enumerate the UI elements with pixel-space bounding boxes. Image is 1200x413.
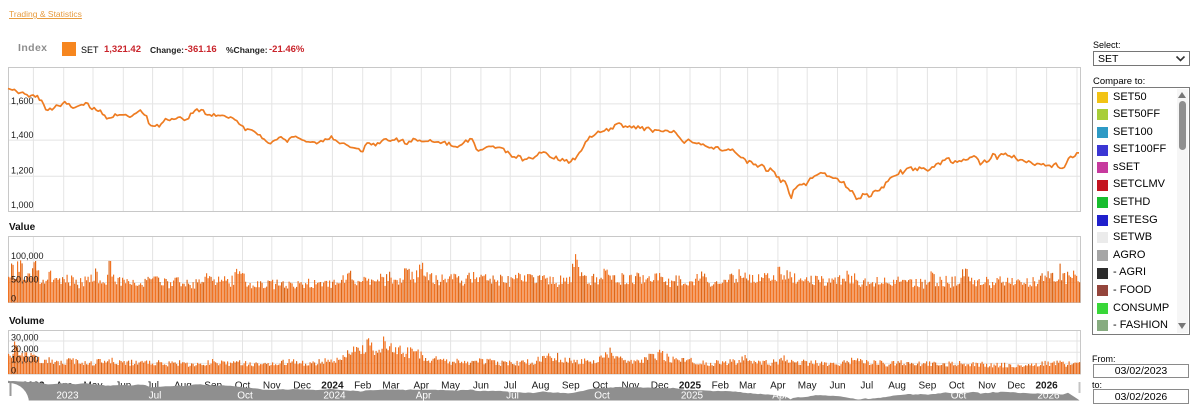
svg-text:Mar: Mar <box>739 381 757 392</box>
svg-text:Oct: Oct <box>235 381 251 392</box>
svg-text:May: May <box>441 381 460 392</box>
svg-text:May: May <box>798 381 817 392</box>
svg-text:Jun: Jun <box>473 381 489 392</box>
svg-text:2026: 2026 <box>1035 381 1058 392</box>
svg-text:Aug: Aug <box>532 381 550 392</box>
svg-text:10,000: 10,000 <box>11 355 39 365</box>
svg-text:Nov: Nov <box>263 381 281 392</box>
svg-text:1,400: 1,400 <box>11 130 34 140</box>
svg-text:0: 0 <box>11 366 16 376</box>
svg-text:Apr: Apr <box>414 381 430 392</box>
svg-text:30,000: 30,000 <box>11 333 39 343</box>
svg-text:Dec: Dec <box>293 381 311 392</box>
svg-text:1,600: 1,600 <box>11 96 34 106</box>
svg-text:Jun: Jun <box>829 381 845 392</box>
svg-text:2024: 2024 <box>323 390 346 401</box>
svg-text:Oct: Oct <box>949 381 965 392</box>
svg-text:Dec: Dec <box>651 381 669 392</box>
svg-text:2025: 2025 <box>679 381 702 392</box>
svg-text:2024: 2024 <box>321 381 344 392</box>
svg-text:Jul: Jul <box>506 390 519 401</box>
svg-text:2023: 2023 <box>56 390 79 401</box>
svg-text:Apr: Apr <box>416 390 432 401</box>
svg-text:Jul: Jul <box>863 390 876 401</box>
svg-text:Apr: Apr <box>772 390 788 401</box>
svg-text:Dec: Dec <box>1007 381 1025 392</box>
svg-text:Jul: Jul <box>146 381 159 392</box>
svg-text:2025: 2025 <box>681 390 704 401</box>
svg-text:Oct: Oct <box>594 390 610 401</box>
svg-text:Aug: Aug <box>174 381 192 392</box>
svg-text:Feb: Feb <box>712 381 730 392</box>
svg-text:100,000: 100,000 <box>11 251 44 261</box>
svg-text:Nov: Nov <box>622 381 640 392</box>
svg-text:0: 0 <box>11 294 16 304</box>
svg-text:Jul: Jul <box>149 390 162 401</box>
svg-text:Oct: Oct <box>237 390 253 401</box>
svg-text:Nov: Nov <box>978 381 996 392</box>
svg-text:Feb: Feb <box>354 381 372 392</box>
svg-text:Oct: Oct <box>592 381 608 392</box>
svg-text:Oct: Oct <box>951 390 967 401</box>
svg-text:Apr: Apr <box>770 381 786 392</box>
svg-text:20,000: 20,000 <box>11 344 39 354</box>
svg-text:50,000: 50,000 <box>11 275 39 285</box>
svg-text:1,200: 1,200 <box>11 165 34 175</box>
svg-text:Aug: Aug <box>888 381 906 392</box>
svg-text:1,000: 1,000 <box>11 200 34 210</box>
svg-text:Mar: Mar <box>382 381 400 392</box>
svg-text:Sep: Sep <box>562 381 580 392</box>
svg-text:Sep: Sep <box>919 381 937 392</box>
svg-text:Jul: Jul <box>504 381 517 392</box>
svg-text:Jul: Jul <box>860 381 873 392</box>
svg-text:2026: 2026 <box>1037 390 1060 401</box>
